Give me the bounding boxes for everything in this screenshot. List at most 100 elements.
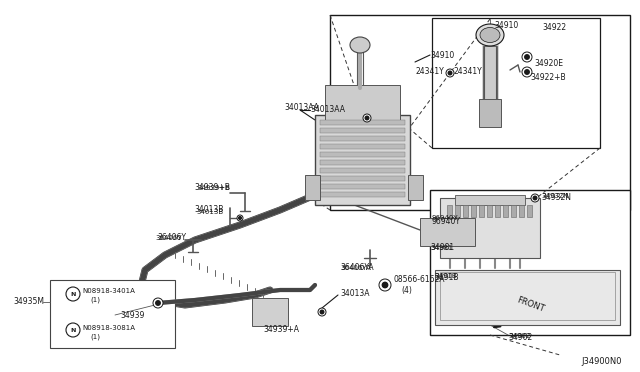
Bar [503, 205, 508, 217]
Circle shape [320, 310, 324, 314]
Text: 34922: 34922 [542, 22, 566, 32]
Text: 34902: 34902 [508, 333, 531, 339]
Circle shape [531, 194, 539, 202]
Bar [455, 205, 460, 217]
Bar [483, 46, 497, 101]
Text: N: N [70, 292, 76, 296]
Bar [330, 15, 630, 210]
Bar [315, 115, 410, 205]
Text: 34932N: 34932N [541, 193, 571, 202]
Bar [471, 205, 476, 217]
Bar [511, 205, 516, 217]
Bar [320, 192, 405, 197]
Bar [487, 205, 492, 217]
Text: 34932N: 34932N [541, 193, 568, 199]
Bar [320, 136, 405, 141]
Text: 36406YA: 36406YA [340, 265, 371, 271]
Ellipse shape [476, 24, 504, 46]
Text: (1): (1) [90, 297, 100, 303]
Bar [527, 205, 532, 217]
Bar [435, 270, 620, 325]
Bar [408, 175, 423, 200]
Text: 08566-6162A: 08566-6162A [394, 276, 445, 285]
Circle shape [522, 67, 532, 77]
Bar [320, 120, 405, 125]
Text: 34939+A: 34939+A [263, 326, 299, 334]
Text: 96940Y: 96940Y [432, 218, 461, 227]
Circle shape [318, 308, 326, 316]
Circle shape [522, 52, 532, 62]
Text: 34939+B: 34939+B [194, 183, 230, 192]
Circle shape [156, 301, 160, 305]
Text: N08918-3081A: N08918-3081A [82, 325, 135, 331]
Circle shape [237, 215, 243, 221]
Bar [325, 85, 400, 120]
Bar [320, 176, 405, 181]
Bar [432, 18, 600, 148]
Bar [420, 218, 475, 246]
Text: 96940Y: 96940Y [432, 215, 459, 221]
Text: 3491B: 3491B [434, 273, 456, 279]
Circle shape [363, 114, 371, 122]
Text: 36406Y: 36406Y [155, 235, 182, 241]
Bar [320, 184, 405, 189]
Circle shape [525, 55, 529, 59]
Bar [50, 280, 175, 348]
Bar [440, 198, 540, 258]
Bar [495, 205, 500, 217]
Text: 34910: 34910 [494, 20, 518, 29]
Text: 34902: 34902 [508, 334, 532, 343]
Circle shape [379, 279, 391, 291]
Text: 34920E: 34920E [534, 60, 563, 68]
Text: 34013B: 34013B [196, 209, 223, 215]
Text: (1): (1) [90, 334, 100, 340]
Circle shape [239, 217, 241, 219]
Bar [519, 205, 524, 217]
Text: 34013B: 34013B [194, 205, 223, 215]
Text: N08918-3401A: N08918-3401A [82, 288, 135, 294]
Text: FRONT: FRONT [515, 296, 545, 314]
Bar [430, 190, 630, 335]
Bar [320, 160, 405, 165]
Circle shape [446, 69, 454, 77]
Text: 34935M: 34935M [13, 298, 44, 307]
Text: 34013AA: 34013AA [310, 106, 345, 115]
Circle shape [382, 282, 388, 288]
Text: 24341Y: 24341Y [416, 67, 445, 77]
Text: 34910: 34910 [430, 51, 454, 60]
Bar [305, 175, 320, 200]
Text: 34939: 34939 [120, 311, 145, 320]
Circle shape [525, 70, 529, 74]
Text: 34013A: 34013A [340, 289, 369, 298]
Text: 24341Y: 24341Y [454, 67, 483, 77]
Text: 36406Y: 36406Y [157, 232, 186, 241]
Bar [320, 152, 405, 157]
Circle shape [533, 196, 537, 200]
Text: (4): (4) [401, 285, 412, 295]
Bar [440, 272, 615, 320]
Circle shape [66, 323, 80, 337]
Bar [320, 128, 405, 133]
Text: 34939+B: 34939+B [197, 185, 230, 191]
Text: 36406YA: 36406YA [340, 263, 374, 273]
Bar [252, 298, 288, 326]
Ellipse shape [480, 28, 500, 42]
Text: 34013AA: 34013AA [284, 103, 319, 112]
Bar [455, 195, 525, 205]
Text: 34922+B: 34922+B [530, 74, 566, 83]
Ellipse shape [350, 37, 370, 53]
Bar [479, 205, 484, 217]
Circle shape [66, 287, 80, 301]
Bar [320, 144, 405, 149]
Bar [463, 205, 468, 217]
Text: N: N [70, 327, 76, 333]
Bar [320, 168, 405, 173]
Text: 34981: 34981 [430, 244, 454, 253]
Bar [479, 99, 501, 127]
Circle shape [448, 71, 452, 75]
Text: 34981: 34981 [430, 245, 452, 251]
Bar [447, 205, 452, 217]
Text: 3491B: 3491B [434, 273, 458, 282]
Circle shape [365, 116, 369, 120]
Circle shape [153, 298, 163, 308]
